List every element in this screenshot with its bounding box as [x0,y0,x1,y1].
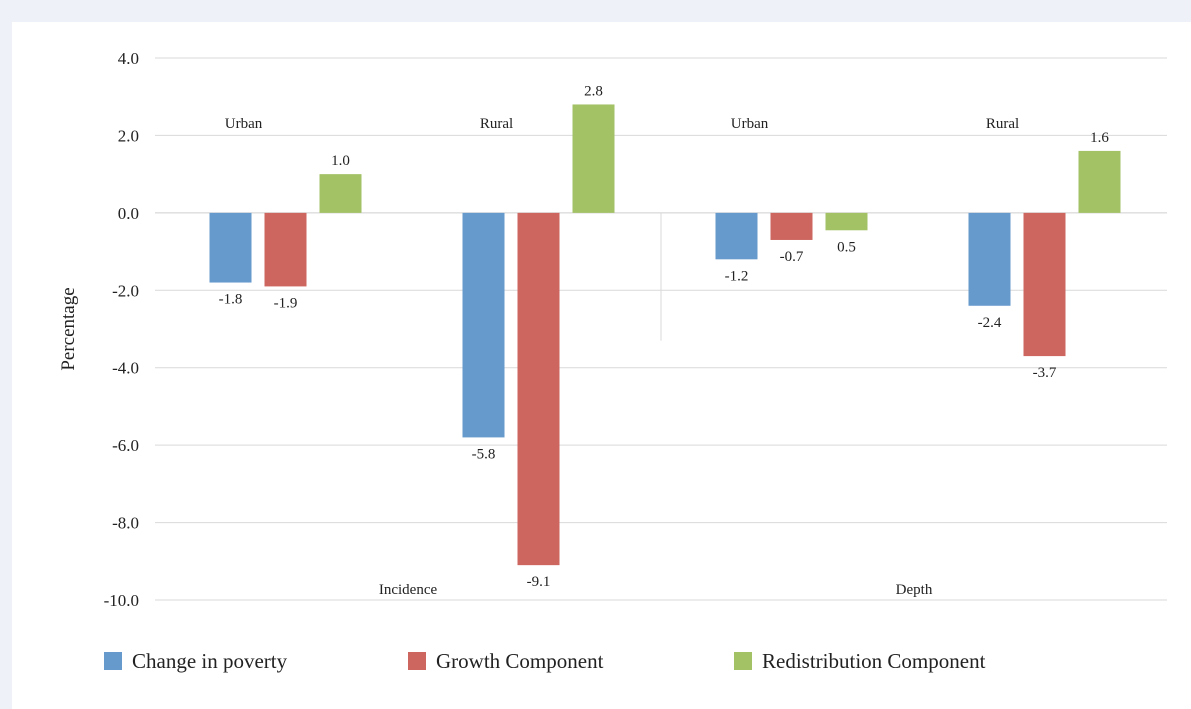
bar [968,212,1011,306]
subgroup-label: Urban [225,116,263,132]
grid [155,57,1167,601]
y-axis-label: Percentage [58,287,79,370]
y-tick-label: -2.0 [112,281,139,300]
y-tick-label: -4.0 [112,359,139,378]
bar [1078,150,1121,213]
bar [209,212,252,283]
data-label: -1.9 [274,295,298,311]
legend-label: Growth Component [436,649,604,673]
legend-label: Change in poverty [132,649,288,673]
bar [1023,212,1066,357]
data-label: 1.0 [331,153,350,169]
legend-label: Redistribution Component [762,649,986,673]
bar [825,212,868,231]
y-tick-label: 0.0 [118,204,139,223]
y-tick-label: -8.0 [112,514,139,533]
y-tick-label: -6.0 [112,436,139,455]
subgroup-label: Rural [480,116,513,132]
bar [462,212,505,438]
subgroup-label: Urban [731,116,769,132]
y-tick-label: 4.0 [118,49,139,68]
group-label: Incidence [379,582,438,598]
y-tick-label: -10.0 [104,591,139,610]
bars [209,104,1121,566]
bar [572,104,615,213]
category-labels: Incidence Urban Rural Depth Urban Rural [225,116,1019,598]
chart-frame: 4.0 2.0 0.0 -2.0 -4.0 -6.0 -8.0 -10.0 -1.8 -1.9 1… [12,22,1191,709]
bar [770,212,813,240]
legend-swatch [734,652,752,670]
data-label: -3.7 [1033,365,1057,381]
data-labels: -1.8 -1.9 1.0 -5.8 -9.1 2.8 -1.2 -0.7 0.5 -2.4 -3.… [219,83,1110,590]
legend-swatch [104,652,122,670]
group-label: Depth [896,582,933,598]
data-label: -1.2 [725,268,749,284]
data-label: 0.5 [837,239,856,255]
data-label: -0.7 [780,249,804,265]
legend: Change in poverty Growth Component Redistr… [104,649,986,673]
subgroup-label: Rural [986,116,1019,132]
data-label: 2.8 [584,83,603,99]
y-axis-ticks: 4.0 2.0 0.0 -2.0 -4.0 -6.0 -8.0 -10.0 [104,49,139,610]
data-label: -9.1 [527,574,551,590]
data-label: -5.8 [472,446,496,462]
bar [319,174,362,213]
data-label: 1.6 [1090,130,1109,146]
data-label: -2.4 [978,315,1002,331]
bar-chart: 4.0 2.0 0.0 -2.0 -4.0 -6.0 -8.0 -10.0 -1.8 -1.9 1… [58,49,1167,673]
bar [264,212,307,287]
legend-swatch [408,652,426,670]
bar [517,212,560,566]
bar [715,212,758,260]
y-tick-label: 2.0 [118,126,139,145]
data-label: -1.8 [219,292,243,308]
